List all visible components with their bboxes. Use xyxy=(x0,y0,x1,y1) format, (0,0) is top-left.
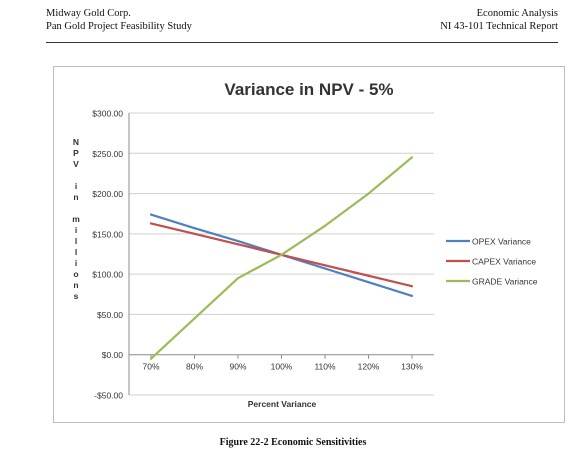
capex-variance-point xyxy=(149,222,153,225)
y-tick-label: -$50.00 xyxy=(94,391,123,401)
y-tick-label: $50.00 xyxy=(97,310,123,320)
grade-variance-point xyxy=(410,156,414,159)
opex-variance-point xyxy=(193,227,196,230)
y-axis-title-letter: n xyxy=(73,192,78,202)
y-axis-title-letter: V xyxy=(73,159,79,169)
opex-variance-point xyxy=(149,213,153,216)
y-tick-label: $200.00 xyxy=(92,189,123,199)
section-name: Economic Analysis xyxy=(476,8,558,19)
y-axis-title-letter: i xyxy=(75,258,77,268)
grade-variance-line xyxy=(150,156,413,360)
capex-variance-point xyxy=(323,264,327,267)
x-tick-label: 130% xyxy=(401,362,423,372)
grade-variance-point xyxy=(149,357,153,360)
grade-variance-point xyxy=(280,253,283,256)
capex-variance-point xyxy=(193,232,196,235)
x-axis-title: Percent Variance xyxy=(248,399,317,409)
capex-variance-legend-label: CAPEX Variance xyxy=(472,257,536,267)
chart-title: Variance in NPV - 5% xyxy=(224,80,393,99)
y-axis-title-letter: n xyxy=(73,280,78,290)
report-name: NI 43-101 Technical Report xyxy=(440,21,558,32)
opex-variance-point xyxy=(236,240,240,243)
opex-variance-point xyxy=(410,294,414,297)
project-title: Pan Gold Project Feasibility Study xyxy=(46,21,192,32)
legend: OPEX Variance CAPEX Variance GRADE Varianc… xyxy=(446,237,538,287)
x-tick-label: 110% xyxy=(314,362,336,372)
figure-caption: Figure 22-2 Economic Sensitivities xyxy=(219,437,367,448)
grade-variance-point xyxy=(193,317,196,320)
gridlines xyxy=(129,112,434,396)
capex-variance-point xyxy=(367,274,370,277)
chart-frame: OPEX Variance CAPEX Variance GRADE Varianc… xyxy=(53,66,565,423)
y-axis-title-letter: i xyxy=(75,225,77,235)
series-lines xyxy=(149,156,414,360)
y-axis-title-letter: l xyxy=(75,247,77,257)
opex-variance-point xyxy=(323,267,327,270)
y-axis-title-letter: o xyxy=(73,269,78,279)
npv-variance-chart: OPEX Variance CAPEX Variance GRADE Varianc… xyxy=(72,80,538,409)
axes xyxy=(128,113,434,395)
y-axis-title-letter: s xyxy=(74,291,79,301)
capex-variance-point xyxy=(236,243,240,246)
y-axis-title-letter: P xyxy=(73,148,79,158)
x-tick-label: 70% xyxy=(142,362,159,372)
document-header-right: Economic Analysis NI 43-101 Technical Re… xyxy=(440,7,558,33)
y-tick-label: $100.00 xyxy=(92,270,123,280)
opex-variance-legend-label: OPEX Variance xyxy=(472,237,531,247)
y-axis-title-letter: m xyxy=(72,214,80,224)
document-header-left: Midway Gold Corp. Pan Gold Project Feasi… xyxy=(46,7,192,33)
y-axis-title-letter: N xyxy=(73,137,79,147)
grade-variance-point xyxy=(367,192,370,195)
x-tick-label: 90% xyxy=(229,362,246,372)
y-tick-label: $150.00 xyxy=(92,229,123,239)
x-tick-label: 120% xyxy=(358,362,380,372)
grade-variance-point xyxy=(323,224,327,227)
grade-variance-legend-label: GRADE Variance xyxy=(472,277,538,287)
company-name: Midway Gold Corp. xyxy=(46,8,131,19)
y-axis-title-letter xyxy=(75,203,77,213)
x-tick-label: 80% xyxy=(186,362,203,372)
y-tick-label: $0.00 xyxy=(102,350,124,360)
chart-labels: -$50.00 $0.00 $50.00 $100.00 $150.00 $200.00 $… xyxy=(72,80,423,409)
x-tick-label: 100% xyxy=(271,362,293,372)
y-axis-title-letter xyxy=(75,170,77,180)
opex-variance-point xyxy=(367,281,370,284)
header-divider xyxy=(46,42,558,43)
grade-variance-point xyxy=(236,277,240,280)
y-axis-title-letter: l xyxy=(75,236,77,246)
y-tick-label: $250.00 xyxy=(92,149,123,159)
y-axis-title-letter: i xyxy=(75,181,77,191)
y-tick-label: $300.00 xyxy=(92,109,123,119)
capex-variance-point xyxy=(410,285,414,288)
